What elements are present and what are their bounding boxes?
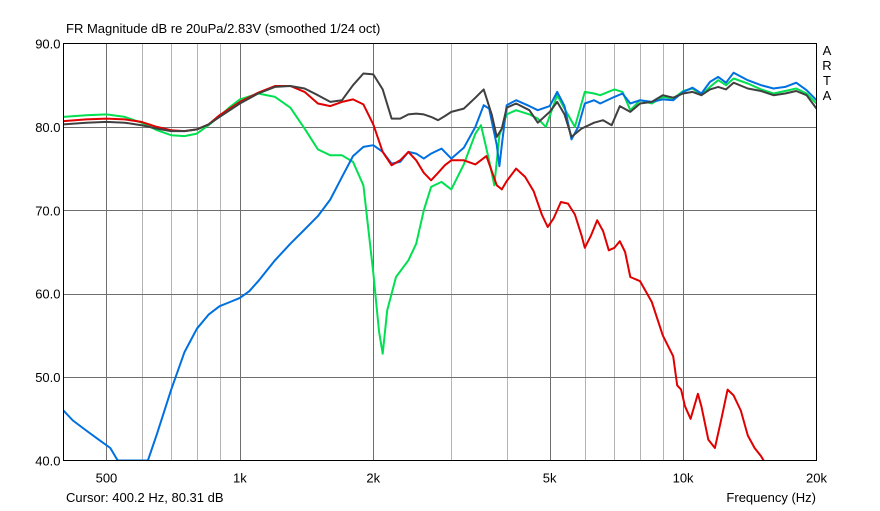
cursor-readout: Cursor: 400.2 Hz, 80.31 dB: [66, 490, 224, 505]
y-tick-label: 50.0: [35, 370, 60, 385]
x-tick-label: 20k: [806, 471, 827, 486]
series-line: [63, 71, 817, 461]
x-tick-label: 2k: [366, 471, 380, 486]
arta-letter: R: [822, 58, 832, 73]
axis-tick-labels: 500 1k 2k 5k 10k 20k 40.0 50.0 60.0 70.0 80.0 90.0: [35, 37, 827, 486]
arta-letter: A: [822, 88, 832, 103]
x-axis-label: Frequency (Hz): [726, 490, 816, 505]
y-tick-label: 70.0: [35, 203, 60, 218]
x-tick-label: 1k: [233, 471, 247, 486]
y-tick-label: 90.0: [35, 37, 60, 52]
series-line: [63, 85, 765, 461]
arta-letter: A: [822, 43, 832, 58]
series-line: [63, 72, 817, 138]
chart-title: FR Magnitude dB re 20uPa/2.83V (smoothed…: [66, 21, 381, 36]
grid-lines: [63, 43, 817, 461]
arta-logo: A R T A: [822, 43, 832, 103]
x-tick-label: 500: [96, 471, 118, 486]
x-tick-label: 5k: [543, 471, 557, 486]
plot-frame: [63, 43, 817, 461]
x-tick-label: 10k: [673, 471, 694, 486]
y-tick-label: 60.0: [35, 287, 60, 302]
y-tick-label: 40.0: [35, 454, 60, 469]
series-lines: [63, 71, 817, 461]
arta-letter: T: [823, 73, 831, 88]
y-tick-label: 80.0: [35, 120, 60, 135]
